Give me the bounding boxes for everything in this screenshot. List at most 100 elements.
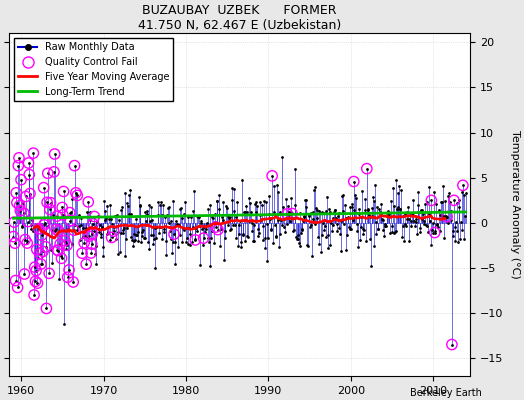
Point bbox=[383, 212, 391, 218]
Point bbox=[456, 236, 464, 242]
Point bbox=[356, 237, 364, 244]
Point bbox=[458, 182, 467, 188]
Point bbox=[227, 185, 236, 192]
Point bbox=[378, 226, 387, 233]
Point bbox=[125, 192, 133, 198]
Point bbox=[420, 221, 429, 227]
Point bbox=[168, 239, 177, 245]
Point bbox=[335, 210, 344, 216]
Point bbox=[365, 211, 373, 218]
Point bbox=[445, 190, 453, 196]
Point bbox=[112, 236, 121, 242]
Point bbox=[246, 200, 254, 206]
Point bbox=[385, 212, 393, 219]
Point bbox=[219, 198, 227, 205]
Point bbox=[174, 222, 183, 228]
Point bbox=[72, 190, 80, 196]
Point bbox=[356, 224, 365, 230]
Point bbox=[16, 208, 25, 214]
Point bbox=[37, 261, 45, 267]
Point bbox=[220, 257, 228, 263]
Point bbox=[187, 242, 195, 248]
Title: BUZAUBAY  UZBEK      FORMER
41.750 N, 62.467 E (Uzbekistan): BUZAUBAY UZBEK FORMER 41.750 N, 62.467 E… bbox=[138, 4, 341, 32]
Point bbox=[212, 198, 221, 205]
Point bbox=[91, 251, 100, 257]
Point bbox=[198, 226, 206, 232]
Point bbox=[460, 236, 468, 243]
Point bbox=[283, 202, 292, 209]
Point bbox=[170, 231, 178, 237]
Point bbox=[277, 216, 285, 223]
Point bbox=[241, 238, 249, 244]
Point bbox=[170, 261, 179, 267]
Y-axis label: Temperature Anomaly (°C): Temperature Anomaly (°C) bbox=[510, 130, 520, 279]
Point bbox=[126, 187, 134, 193]
Point bbox=[19, 210, 28, 216]
Point bbox=[395, 183, 403, 189]
Point bbox=[53, 247, 62, 253]
Point bbox=[176, 206, 184, 212]
Point bbox=[337, 248, 346, 254]
Point bbox=[93, 218, 101, 225]
Point bbox=[14, 162, 23, 169]
Point bbox=[219, 217, 227, 223]
Point bbox=[149, 232, 157, 238]
Point bbox=[193, 227, 202, 234]
Point bbox=[43, 170, 52, 176]
Point bbox=[268, 173, 276, 179]
Point bbox=[391, 177, 400, 183]
Point bbox=[223, 205, 231, 211]
Point bbox=[316, 210, 324, 217]
Point bbox=[303, 242, 311, 248]
Point bbox=[247, 209, 255, 215]
Point bbox=[439, 183, 447, 189]
Point bbox=[275, 244, 283, 250]
Point bbox=[370, 197, 378, 204]
Point bbox=[400, 237, 408, 244]
Point bbox=[180, 227, 189, 233]
Point bbox=[61, 238, 69, 244]
Point bbox=[361, 196, 369, 202]
Point bbox=[269, 240, 277, 246]
Point bbox=[350, 178, 358, 185]
Point bbox=[276, 209, 285, 216]
Point bbox=[339, 192, 347, 198]
Point bbox=[371, 182, 379, 188]
Point bbox=[394, 204, 402, 210]
Point bbox=[460, 192, 468, 198]
Point bbox=[428, 227, 436, 234]
Point bbox=[447, 341, 456, 348]
Point bbox=[9, 233, 18, 240]
Point bbox=[308, 253, 316, 260]
Point bbox=[41, 244, 50, 250]
Point bbox=[188, 238, 196, 245]
Point bbox=[84, 199, 92, 205]
Point bbox=[32, 246, 41, 253]
Point bbox=[27, 222, 36, 228]
Point bbox=[30, 264, 39, 270]
Point bbox=[163, 205, 172, 212]
Point bbox=[77, 215, 85, 222]
Point bbox=[417, 207, 425, 213]
Point bbox=[454, 238, 462, 245]
Point bbox=[29, 150, 38, 156]
Point bbox=[107, 216, 115, 222]
Point bbox=[214, 226, 222, 233]
Point bbox=[241, 209, 249, 216]
Point bbox=[285, 209, 293, 216]
Point bbox=[155, 230, 163, 236]
Point bbox=[172, 218, 180, 224]
Point bbox=[216, 226, 225, 232]
Point bbox=[200, 224, 209, 230]
Point bbox=[380, 233, 388, 240]
Point bbox=[45, 270, 53, 276]
Point bbox=[282, 220, 291, 227]
Point bbox=[271, 221, 279, 228]
Point bbox=[163, 212, 171, 218]
Point bbox=[196, 218, 205, 224]
Point bbox=[26, 226, 35, 232]
Point bbox=[136, 203, 144, 210]
Point bbox=[45, 270, 53, 276]
Point bbox=[288, 210, 296, 217]
Point bbox=[249, 238, 257, 244]
